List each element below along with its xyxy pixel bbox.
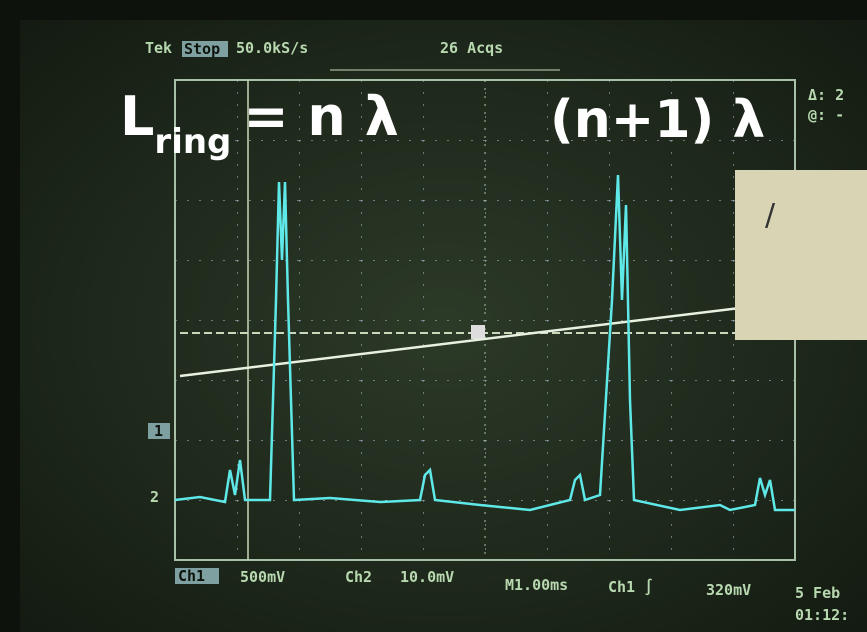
timebase: M1.00ms [505, 576, 568, 594]
formula-right: (n+1) λ [550, 90, 765, 150]
ch1-footer-label: Ch1 [178, 567, 205, 585]
paper-mark: / [765, 198, 776, 233]
ch1-scale: 500mV [240, 568, 285, 586]
ch1-marker: 1 [154, 422, 163, 440]
trigger-marker [471, 325, 485, 339]
sample-rate: 50.0kS/s [236, 39, 308, 57]
delta-readout: Δ: 2 [808, 86, 844, 104]
ch2-label: Ch2 [345, 568, 372, 586]
oscilloscope-photo: / Tek Stop 50.0kS/s 26 Acqs Lring = n λ (… [0, 0, 867, 632]
clock: 01:12: [795, 606, 849, 624]
formula-subscript: ring [154, 122, 231, 162]
date: 5 Feb [795, 584, 840, 602]
ch2-marker: 2 [150, 488, 159, 506]
formula-main: L [120, 85, 154, 148]
at-readout: @: - [808, 106, 844, 124]
formula-rest: = n λ [243, 85, 398, 148]
trigger-level-readout: 320mV [706, 581, 751, 599]
mode: Stop [184, 40, 220, 58]
paper-note [735, 170, 867, 340]
brand: Tek [145, 39, 172, 57]
trigger-source: Ch1 ∫ [608, 578, 653, 596]
ch2-scale: 10.0mV [400, 568, 454, 586]
acquisitions: 26 Acqs [440, 39, 503, 57]
